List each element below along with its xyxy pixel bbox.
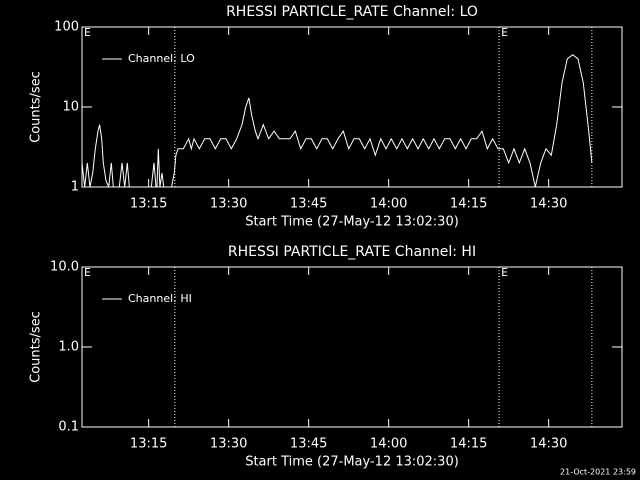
x-tick-label: 13:45	[290, 437, 327, 452]
data-line	[82, 54, 593, 187]
x-axis-label: Start Time (27-May-12 13:02:30)	[245, 215, 459, 230]
x-tick-label: 13:30	[210, 437, 247, 452]
x-tick-label: 14:15	[450, 437, 487, 452]
annotation: E	[501, 26, 508, 39]
x-tick-label: 14:00	[370, 437, 407, 452]
x-tick-label: 13:15	[130, 437, 167, 452]
chart-title: RHESSI PARTICLE_RATE Channel: HI	[228, 244, 476, 260]
annotation: E	[84, 26, 91, 39]
y-tick-label: 100	[54, 20, 79, 35]
y-tick-label: 1.0	[58, 340, 79, 355]
y-tick-label: 1	[71, 180, 79, 195]
x-tick-label: 14:15	[450, 197, 487, 212]
legend-label: Channel: HI	[128, 292, 192, 305]
y-axis-label: Counts/sec	[29, 311, 44, 383]
x-tick-label: 13:30	[210, 197, 247, 212]
x-tick-label: 13:45	[290, 197, 327, 212]
y-tick-label: 10.0	[50, 260, 79, 275]
x-tick-label: 14:00	[370, 197, 407, 212]
y-tick-label: 10	[62, 100, 79, 115]
y-tick-label: 0.1	[58, 420, 79, 435]
timestamp: 21-Oct-2021 23:59	[560, 468, 636, 477]
annotation: E	[501, 266, 508, 279]
y-axis-label: Counts/sec	[29, 71, 44, 143]
x-tick-label: 14:30	[530, 197, 567, 212]
plot-frame	[81, 266, 623, 428]
legend-label: Channel: LO	[128, 52, 195, 65]
annotation: E	[84, 266, 91, 279]
chart-title: RHESSI PARTICLE_RATE Channel: LO	[226, 4, 478, 20]
x-axis-label: Start Time (27-May-12 13:02:30)	[245, 455, 459, 470]
x-tick-label: 14:30	[530, 437, 567, 452]
x-tick-label: 13:15	[130, 197, 167, 212]
